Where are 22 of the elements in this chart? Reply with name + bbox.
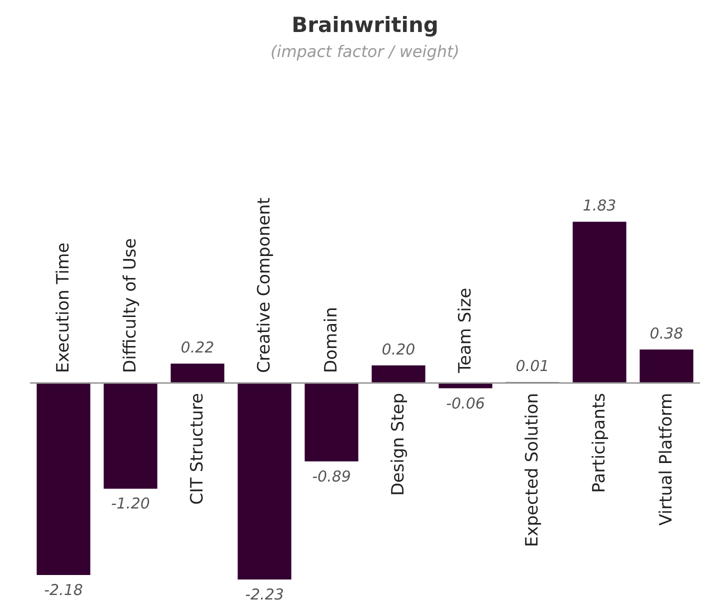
x-tick-label: CIT Structure: [188, 392, 208, 505]
x-tick-label: Virtual Platform: [656, 392, 676, 526]
x-tick-label: Creative Component: [254, 197, 274, 373]
x-tick-label: Difficulty of Use: [120, 238, 140, 373]
data-label: -0.06: [446, 394, 485, 412]
data-label: 0.38: [650, 324, 684, 342]
data-label: 0.20: [382, 340, 416, 358]
x-tick-label: Participants: [590, 392, 610, 493]
data-label: -2.18: [44, 581, 83, 600]
chart-title: Brainwriting: [292, 13, 438, 37]
data-label: -1.20: [111, 494, 150, 513]
data-label: -0.89: [312, 467, 351, 486]
x-tick-label: Design Step: [388, 392, 408, 496]
x-tick-label: Team Size: [456, 288, 476, 374]
data-label: 1.83: [582, 196, 616, 215]
data-label: 0.01: [516, 357, 550, 376]
x-tick-label: Execution Time: [54, 242, 74, 373]
data-label: -2.23: [245, 585, 284, 604]
data-label: 0.22: [180, 338, 214, 357]
chart-subtitle: (impact factor / weight): [270, 42, 460, 61]
x-tick-label: Expected Solution: [522, 392, 542, 547]
x-tick-label: Domain: [322, 307, 342, 373]
